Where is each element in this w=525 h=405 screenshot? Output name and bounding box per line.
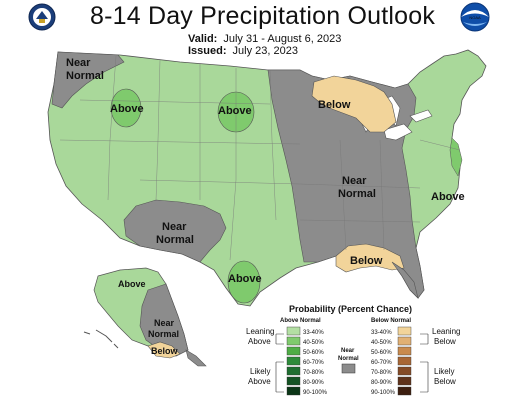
idaho-above-label: Above xyxy=(110,103,144,115)
legend-near-header-2: Normal xyxy=(338,356,359,362)
below-range-label-4: 70-80% xyxy=(371,370,392,376)
above-range-label-1: 40-50% xyxy=(303,340,324,346)
legend-near-header-1: Near xyxy=(341,348,355,354)
likely-above-bracket xyxy=(275,361,284,393)
ak-above-label: Above xyxy=(118,279,146,289)
noaa-logo-text: NOAA xyxy=(469,15,481,20)
sw-near-region xyxy=(123,199,227,263)
dakota-above-label: Above xyxy=(218,105,252,117)
alaska-panhandle xyxy=(185,349,207,367)
below-swatch-1 xyxy=(397,336,412,346)
region-labels: Near Normal Above Above Below Near Norma… xyxy=(66,57,465,356)
likely-below-2: Below xyxy=(434,377,456,386)
valid-label: Valid: xyxy=(188,33,218,45)
below-range-label-0: 33-40% xyxy=(371,330,392,336)
nw-near-label-2: Normal xyxy=(66,70,104,82)
issued-value: July 23, 2023 xyxy=(232,45,298,57)
above-swatch-4 xyxy=(286,366,301,376)
state-lines xyxy=(59,55,461,261)
likely-below-1: Likely xyxy=(434,367,454,376)
near-normal-swatch xyxy=(341,363,356,374)
below-range-label-5: 80-90% xyxy=(371,380,392,386)
texas-above-region xyxy=(227,260,261,304)
above-range-label-0: 33-40% xyxy=(303,330,324,336)
central-near-label-2: Normal xyxy=(338,188,376,200)
above-swatch-2 xyxy=(286,346,301,356)
midatlantic-above-region xyxy=(449,137,463,177)
below-swatch-3 xyxy=(397,356,412,366)
below-range-label-2: 50-60% xyxy=(371,350,392,356)
below-swatch-6 xyxy=(397,386,412,396)
below-swatch-5 xyxy=(397,376,412,386)
nw-near-label-1: Near xyxy=(66,57,91,69)
legend-title: Probability (Percent Chance) xyxy=(289,304,412,314)
ak-near-label-2: Normal xyxy=(148,329,179,339)
ak-near-label-1: Near xyxy=(154,318,175,328)
likely-above-2: Above xyxy=(248,377,271,386)
east-above-label: Above xyxy=(431,191,465,203)
leaning-below-bracket xyxy=(420,333,429,345)
above-range-label-3: 60-70% xyxy=(303,360,324,366)
below-swatch-4 xyxy=(397,366,412,376)
doc-seal-icon xyxy=(28,3,56,31)
nw-near-region xyxy=(51,51,125,109)
alaska-below-region xyxy=(147,341,181,359)
below-swatch-2 xyxy=(397,346,412,356)
florida-near-region xyxy=(391,261,419,299)
above-range-label-4: 70-80% xyxy=(303,370,324,376)
valid-value: July 31 - August 6, 2023 xyxy=(223,33,342,45)
below-swatch-0 xyxy=(397,326,412,336)
central-near-label-1: Near xyxy=(342,175,367,187)
above-swatch-5 xyxy=(286,376,301,386)
sw-near-label-1: Near xyxy=(162,221,187,233)
ak-below-label: Below xyxy=(151,346,179,356)
legend-rows: 33-40% 33-40% 40-50% 40-50% 50-60% 50-60% 60-7… xyxy=(286,326,412,396)
above-range-label-2: 50-60% xyxy=(303,350,324,356)
conus-map xyxy=(47,49,487,307)
below-range-label-6: 90-100% xyxy=(371,390,396,396)
mich-below-region xyxy=(311,75,397,133)
above-range-label-5: 80-90% xyxy=(303,380,324,386)
legend: Probability (Percent Chance) Above Norma… xyxy=(246,304,460,396)
alaska-near-region xyxy=(139,283,189,357)
above-swatch-0 xyxy=(286,326,301,336)
sw-near-label-2: Normal xyxy=(156,234,194,246)
above-range-label-6: 90-100% xyxy=(303,390,328,396)
above-swatch-3 xyxy=(286,356,301,366)
issued-line: Issued: July 23, 2023 xyxy=(188,45,298,57)
below-range-label-1: 40-50% xyxy=(371,340,392,346)
leaning-below-2: Below xyxy=(434,337,456,346)
aleutian-islands xyxy=(83,329,119,349)
leaning-below-1: Leaning xyxy=(432,327,460,336)
above-swatch-1 xyxy=(286,336,301,346)
gulf-below-label: Below xyxy=(350,255,383,267)
leaning-above-1: Leaning xyxy=(246,327,274,336)
below-range-label-3: 60-70% xyxy=(371,360,392,366)
leaning-above-2: Above xyxy=(248,337,271,346)
alaska-map xyxy=(83,267,207,367)
idaho-above-region xyxy=(110,88,142,128)
leaning-above-bracket xyxy=(275,333,284,345)
mich-below-label: Below xyxy=(318,99,351,111)
legend-below-header: Below Normal xyxy=(371,318,411,324)
noaa-logo-icon: NOAA xyxy=(460,2,490,32)
above-swatch-6 xyxy=(286,386,301,396)
map-title: 8-14 Day Precipitation Outlook xyxy=(89,2,436,30)
issued-label: Issued: xyxy=(188,45,227,57)
legend-above-header: Above Normal xyxy=(280,318,321,324)
texas-above-label: Above xyxy=(228,273,262,285)
valid-line: Valid: July 31 - August 6, 2023 xyxy=(188,33,341,45)
likely-above-1: Likely xyxy=(250,367,270,376)
likely-below-bracket xyxy=(420,361,429,393)
